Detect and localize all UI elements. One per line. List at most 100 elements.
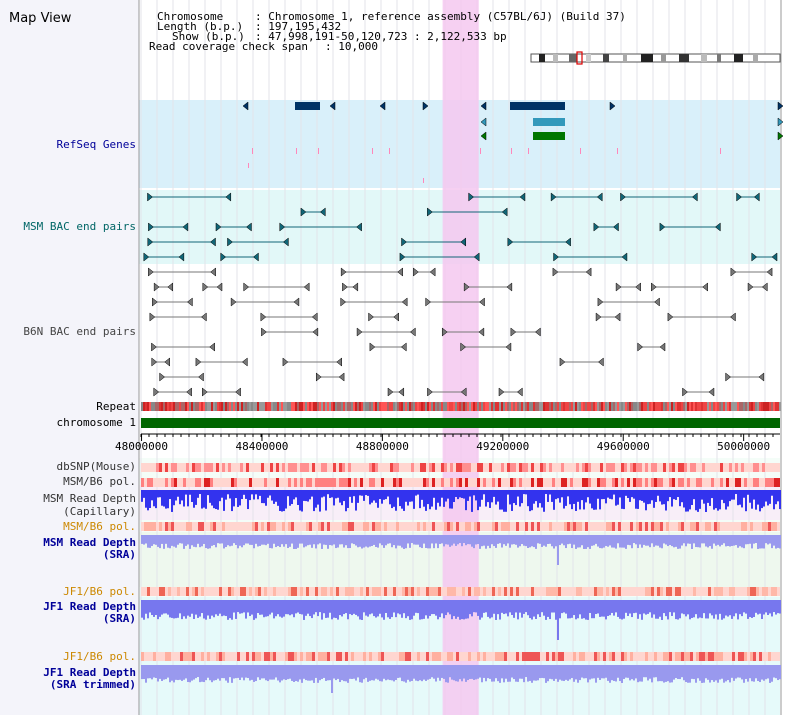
jf1-b6-pol-cell: [357, 652, 360, 661]
dbsnp-density-cell: [234, 463, 237, 472]
jf1-b6-pol-cell: [591, 652, 594, 661]
jf1-b6-pol-cell: [198, 587, 201, 596]
jf1-b6-pol-cell: [774, 587, 777, 596]
msm-capillary-depth-bar: [763, 490, 765, 507]
dbsnp-density-cell: [366, 463, 369, 472]
msm-capillary-depth-bar: [279, 490, 281, 511]
msm-b6-pol-cell: [552, 478, 555, 487]
jf1-sra-depth-bar: [327, 600, 329, 618]
jf1-sra-depth-bar: [653, 600, 655, 615]
track-label-refseq[interactable]: RefSeq Genes: [56, 138, 136, 151]
jf1-sra-depth-bar: [469, 600, 471, 615]
msm-b6-pol-cell: [525, 522, 528, 531]
jf1-sra-depth-bar: [479, 600, 481, 620]
jf1-trimmed-depth-bar: [777, 665, 779, 681]
repeat-segment: [625, 402, 627, 411]
jf1-b6-pol-cell: [459, 652, 462, 661]
msm-sra-depth-bar: [389, 535, 391, 544]
repeat-segment: [713, 402, 715, 411]
jf1-sra-depth-bar: [649, 600, 651, 613]
jf1-sra-depth-bar: [383, 600, 385, 620]
dbsnp-density-cell: [738, 463, 741, 472]
repeat-segment: [411, 402, 413, 411]
dbsnp-density-cell: [429, 463, 432, 472]
jf1-sra-depth-bar: [525, 600, 527, 613]
msm-capillary-depth-bar: [691, 490, 693, 505]
feature-arrow: [253, 252, 259, 262]
jf1-b6-pol-cell: [717, 652, 720, 661]
jf1-trimmed-depth-bar: [327, 665, 329, 681]
repeat-segment: [305, 402, 307, 411]
jf1-trimmed-depth-bar: [731, 665, 733, 678]
jf1-b6-pol-cell: [657, 652, 660, 661]
msm-b6-pol-cell: [525, 478, 528, 487]
jf1-sra-depth-bar: [765, 600, 767, 613]
jf1-b6-pol-cell: [225, 652, 228, 661]
msm-capillary-depth-bar: [641, 490, 643, 501]
jf1-b6-pol-cell: [270, 587, 273, 596]
msm-capillary-depth-bar: [543, 490, 545, 512]
msm-capillary-depth-bar: [569, 490, 571, 505]
dbsnp-density-cell: [525, 463, 528, 472]
msm-capillary-depth-bar: [191, 490, 193, 502]
jf1-sra-depth-bar: [341, 600, 343, 617]
track-label-b6n-bac[interactable]: B6N BAC end pairs: [23, 325, 136, 338]
jf1-sra-depth-bar: [729, 600, 731, 616]
repeat-segment: [603, 402, 605, 411]
jf1-b6-pol-cell: [270, 652, 273, 661]
repeat-segment: [197, 402, 199, 411]
msm-capillary-depth-bar: [775, 490, 777, 505]
coverage-label: Read coverage check span: [149, 40, 308, 53]
jf1-sra-depth-bar: [583, 600, 585, 619]
repeat-segment: [699, 402, 701, 411]
jf1-sra-depth-bar: [515, 600, 517, 613]
msm-capillary-depth-bar: [473, 490, 475, 496]
dbsnp-density-cell: [480, 463, 483, 472]
msm-sra-depth-bar: [591, 535, 593, 546]
msm-capillary-depth-bar: [297, 490, 299, 505]
msm-sra-depth-bar: [541, 535, 543, 547]
msm-capillary-depth-bar: [441, 490, 443, 498]
jf1-b6-pol-cell: [324, 587, 327, 596]
jf1-b6-pol-cell: [300, 587, 303, 596]
msm-capillary-depth-bar: [193, 490, 195, 508]
feature-arrow: [241, 357, 248, 367]
jf1-trimmed-depth-bar: [409, 665, 411, 682]
msm-capillary-depth-bar: [337, 490, 339, 498]
jf1-sra-depth-bar: [451, 600, 453, 620]
repeat-segment: [143, 402, 145, 411]
jf1-b6-pol-cell: [561, 587, 564, 596]
repeat-segment: [327, 402, 329, 411]
repeat-segment: [319, 402, 321, 411]
msm-b6-pol-cell: [681, 478, 684, 487]
jf1-b6-pol-cell: [615, 652, 618, 661]
msm-sra-depth-bar: [577, 535, 579, 548]
msm-b6-pol-cell: [348, 522, 351, 531]
msm-capillary-depth-bar: [643, 490, 645, 503]
jf1-trimmed-depth-bar: [621, 665, 623, 683]
refseq-gene-arrow: [777, 117, 784, 127]
repeat-segment: [211, 402, 213, 411]
jf1-b6-pol-cell: [651, 587, 654, 596]
jf1-trimmed-depth-bar: [749, 665, 751, 679]
jf1-trimmed-depth-bar: [581, 665, 583, 678]
jf1-sra-depth-bar: [685, 600, 687, 617]
repeat-segment: [753, 402, 755, 411]
msm-b6-pol-cell: [204, 522, 207, 531]
msm-sra-depth-bar: [613, 535, 615, 548]
jf1-sra-depth-bar: [487, 600, 489, 617]
msm-capillary-depth-bar: [419, 490, 421, 509]
msm-capillary-depth-bar: [737, 490, 739, 506]
msm-capillary-depth-bar: [405, 490, 407, 502]
dbsnp-density-cell: [408, 463, 411, 472]
jf1-b6-pol-cell: [681, 587, 684, 596]
track-label-msm-bac[interactable]: MSM BAC end pairs: [23, 220, 136, 233]
track-label-chromosome: chromosome 1: [56, 416, 136, 429]
jf1-b6-pol-cell: [645, 652, 648, 661]
msm-capillary-depth-bar: [697, 490, 699, 512]
repeat-segment: [361, 402, 363, 411]
jf1-sra-depth-bar: [737, 600, 739, 620]
msm-sra-depth-bar: [271, 535, 273, 549]
jf1-sra-depth-bar: [505, 600, 507, 614]
